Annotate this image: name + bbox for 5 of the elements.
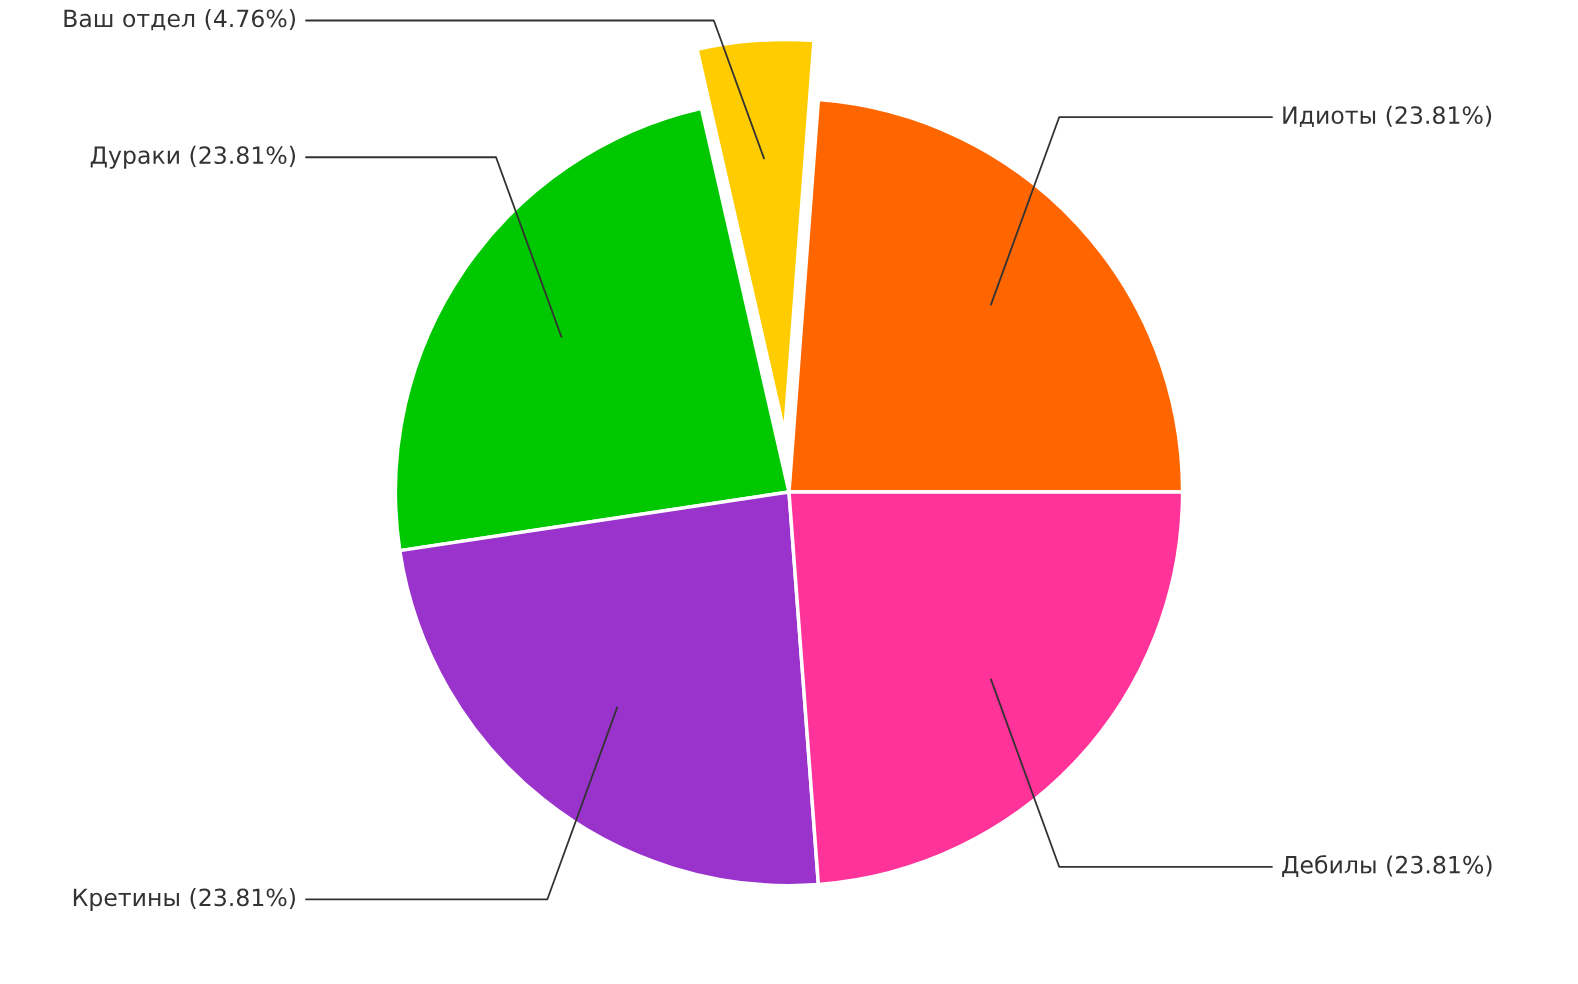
slice-label: Ваш отдел (4.76%) <box>64 9 295 31</box>
slice-label: Дебилы (23.81%) <box>1282 854 1492 878</box>
slice-label: Дураки (23.81%) <box>90 145 295 169</box>
slice-label: Идиоты (23.81%) <box>1283 105 1492 127</box>
slice-label: Кретины (23.81%) <box>73 888 295 911</box>
